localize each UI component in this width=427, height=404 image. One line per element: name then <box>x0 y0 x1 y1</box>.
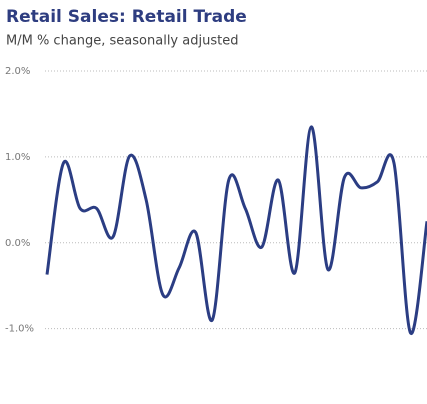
y-tick-label: 0.0% <box>5 238 30 249</box>
y-tick-label: -1.0% <box>5 324 34 335</box>
chart-subtitle: M/M % change, seasonally adjusted <box>6 34 238 49</box>
y-tick-label: 1.0% <box>5 152 30 163</box>
chart-title: Retail Sales: Retail Trade <box>6 7 247 27</box>
y-tick-label: 2.0% <box>5 66 30 77</box>
line <box>45 125 427 335</box>
